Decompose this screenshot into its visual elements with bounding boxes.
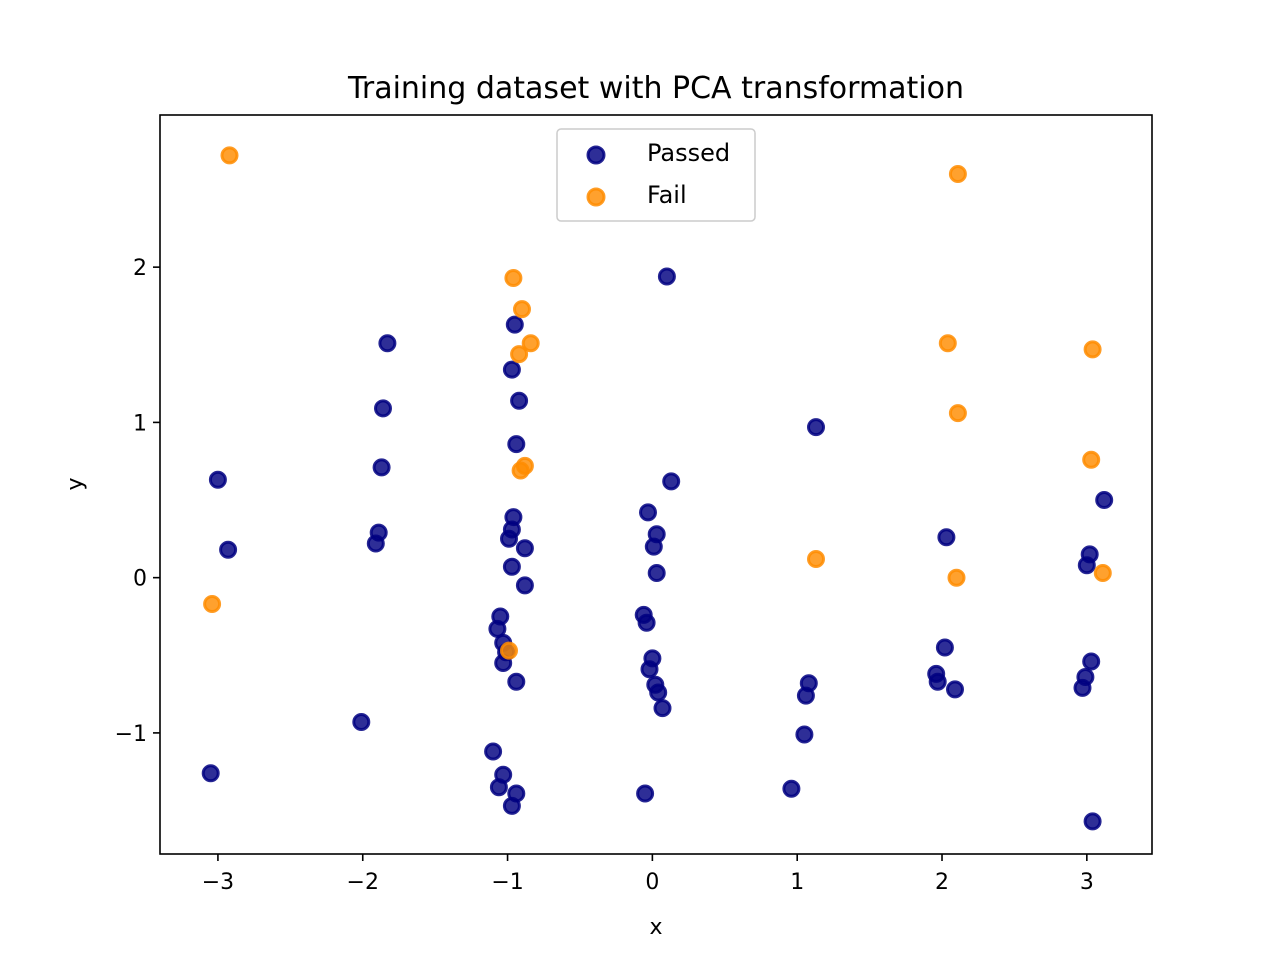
point-passed bbox=[662, 472, 681, 491]
point-passed bbox=[507, 435, 526, 454]
legend-marker-fail bbox=[586, 187, 606, 207]
point-passed bbox=[374, 399, 392, 418]
point-fail bbox=[938, 334, 957, 353]
y-tick-label: 0 bbox=[133, 567, 147, 592]
y-tick-label: 2 bbox=[133, 256, 147, 281]
data-points bbox=[201, 146, 1114, 831]
legend-label-passed: Passed bbox=[647, 139, 730, 167]
point-passed bbox=[1083, 812, 1102, 831]
point-fail bbox=[511, 461, 530, 480]
point-passed bbox=[484, 742, 503, 761]
point-fail bbox=[504, 269, 523, 287]
point-fail bbox=[1082, 450, 1101, 469]
point-passed bbox=[502, 796, 521, 815]
point-passed bbox=[208, 470, 227, 489]
point-passed bbox=[946, 680, 964, 699]
point-passed bbox=[1073, 678, 1092, 697]
point-passed bbox=[515, 576, 534, 595]
x-tick-label: −1 bbox=[491, 870, 523, 895]
point-passed bbox=[515, 539, 534, 558]
point-passed bbox=[657, 267, 676, 286]
x-tick-label: −2 bbox=[347, 870, 379, 895]
y-axis-label: y bbox=[63, 477, 88, 490]
point-fail bbox=[1083, 340, 1102, 359]
point-passed bbox=[505, 315, 524, 334]
chart-title: Training dataset with PCA transformation bbox=[347, 71, 964, 106]
point-passed bbox=[796, 686, 815, 705]
point-passed bbox=[782, 779, 801, 798]
legend-box bbox=[556, 128, 756, 222]
point-passed bbox=[928, 672, 947, 691]
x-tick-label: 3 bbox=[1080, 870, 1094, 895]
point-passed bbox=[500, 529, 518, 548]
point-passed bbox=[510, 391, 529, 410]
point-fail bbox=[948, 165, 967, 183]
legend: Passed Fail bbox=[556, 128, 756, 222]
plot-area bbox=[159, 114, 1153, 855]
point-passed bbox=[372, 458, 391, 477]
point-fail bbox=[947, 568, 966, 587]
point-fail bbox=[1093, 564, 1112, 582]
point-fail bbox=[203, 595, 222, 613]
point-passed bbox=[639, 503, 657, 522]
point-fail bbox=[220, 146, 239, 165]
point-fail bbox=[807, 550, 825, 568]
point-fail bbox=[500, 641, 518, 660]
x-tick-label: 2 bbox=[935, 870, 949, 895]
point-passed bbox=[219, 540, 238, 559]
point-passed bbox=[378, 334, 397, 353]
legend-marker-passed bbox=[586, 145, 606, 165]
x-axis-label: x bbox=[649, 915, 662, 940]
point-passed bbox=[1095, 491, 1114, 509]
x-tick-label: −3 bbox=[202, 870, 234, 895]
axis-ticks: −3 −2 −1 0 1 2 3 −1 0 1 2 bbox=[115, 256, 1094, 895]
point-passed bbox=[352, 713, 371, 731]
point-passed bbox=[507, 672, 526, 691]
point-passed bbox=[636, 784, 655, 803]
y-tick-label: 1 bbox=[133, 411, 147, 436]
point-passed bbox=[1082, 652, 1101, 671]
point-passed bbox=[640, 660, 659, 679]
point-fail bbox=[513, 300, 531, 319]
point-passed bbox=[795, 725, 814, 744]
point-passed bbox=[489, 778, 508, 797]
point-passed bbox=[649, 683, 668, 702]
point-fail bbox=[948, 404, 967, 423]
point-passed bbox=[647, 564, 666, 582]
point-passed bbox=[644, 537, 663, 556]
point-passed bbox=[366, 534, 385, 553]
x-tick-label: 0 bbox=[645, 870, 659, 895]
point-passed bbox=[502, 360, 521, 379]
point-fail bbox=[521, 334, 540, 353]
legend-label-fail: Fail bbox=[647, 181, 687, 209]
point-fail bbox=[510, 345, 529, 364]
point-passed bbox=[502, 557, 521, 576]
point-passed bbox=[637, 613, 656, 632]
point-passed bbox=[201, 764, 220, 783]
point-passed bbox=[653, 699, 672, 718]
point-passed bbox=[807, 418, 825, 437]
x-tick-label: 1 bbox=[790, 870, 804, 895]
y-tick-label: −1 bbox=[115, 722, 147, 747]
point-passed bbox=[937, 528, 956, 547]
point-passed bbox=[1077, 556, 1096, 575]
point-passed bbox=[935, 638, 954, 657]
